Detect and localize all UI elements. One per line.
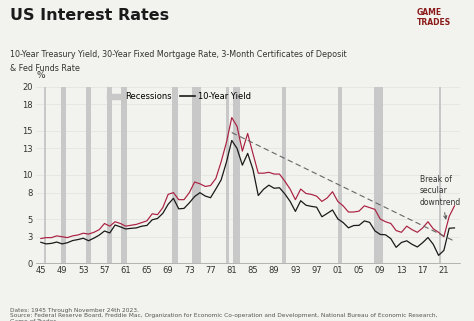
- Legend: Recessions, 10-Year Yield: Recessions, 10-Year Yield: [103, 89, 255, 105]
- Text: TRADES: TRADES: [417, 18, 451, 27]
- Text: %: %: [36, 71, 45, 80]
- Text: & Fed Funds Rate: & Fed Funds Rate: [10, 64, 80, 73]
- Bar: [374, 87, 383, 263]
- Bar: [192, 87, 201, 263]
- Text: Source: Federal Reserve Board, Freddie Mac, Organization for Economic Co-operati: Source: Federal Reserve Board, Freddie M…: [10, 313, 438, 318]
- Text: GAME: GAME: [417, 8, 442, 17]
- Text: 10-Year Treasury Yield, 30-Year Fixed Mortgage Rate, 3-Month Certificates of Dep: 10-Year Treasury Yield, 30-Year Fixed Mo…: [10, 50, 347, 59]
- Text: Dates: 1945 Through November 24th 2023.: Dates: 1945 Through November 24th 2023.: [10, 308, 139, 313]
- Bar: [44, 87, 46, 263]
- Bar: [338, 87, 342, 263]
- Bar: [173, 87, 178, 263]
- Bar: [227, 87, 229, 263]
- Bar: [121, 87, 127, 263]
- Bar: [107, 87, 112, 263]
- Bar: [61, 87, 66, 263]
- Text: Game of Trades.: Game of Trades.: [10, 319, 59, 321]
- Bar: [438, 87, 441, 263]
- Bar: [282, 87, 286, 263]
- Text: Break of
secular
downtrend: Break of secular downtrend: [420, 175, 461, 219]
- Text: US Interest Rates: US Interest Rates: [10, 8, 170, 23]
- Bar: [86, 87, 91, 263]
- Bar: [233, 87, 240, 263]
